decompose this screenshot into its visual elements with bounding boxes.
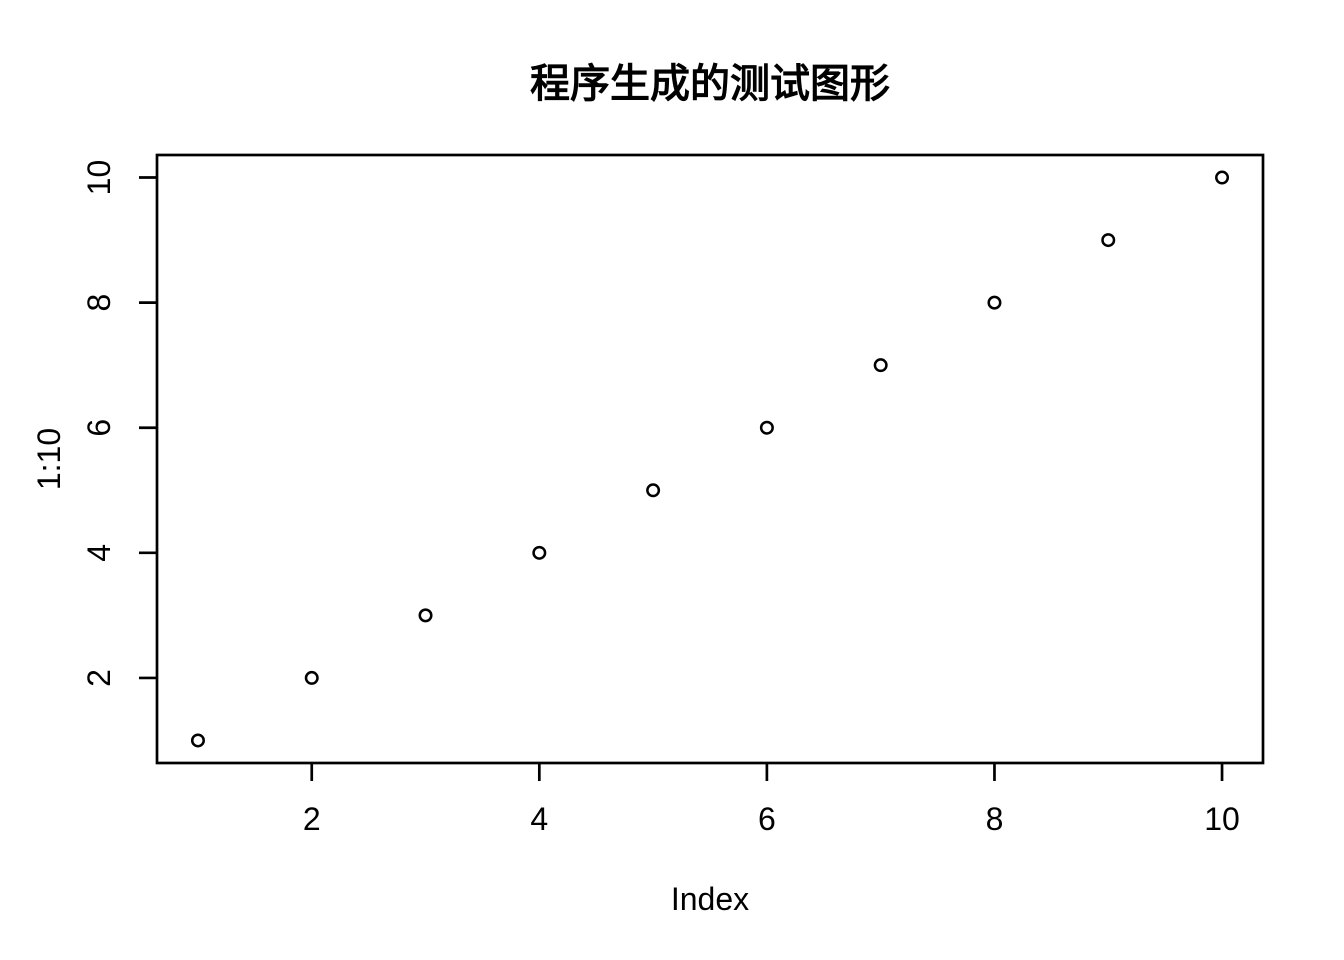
- plot-frame: [155, 153, 1265, 765]
- y-tick-label: 10: [81, 160, 117, 196]
- x-axis-label: Index: [671, 881, 749, 917]
- data-point: [759, 420, 774, 435]
- y-tick-label: 6: [81, 419, 117, 437]
- data-point: [646, 483, 661, 498]
- x-tick-label: 10: [1204, 801, 1240, 837]
- x-tick-label: 8: [986, 801, 1004, 837]
- y-axis-label: 1:10: [31, 428, 67, 490]
- axes-layer: [139, 153, 1265, 781]
- x-tick-label: 4: [530, 801, 548, 837]
- data-point: [304, 670, 319, 685]
- y-tick-label: 4: [81, 544, 117, 562]
- data-point: [190, 733, 205, 748]
- data-point: [1215, 170, 1230, 185]
- y-tick-label: 2: [81, 669, 117, 687]
- x-tick-label: 2: [303, 801, 321, 837]
- data-point: [1101, 233, 1116, 248]
- tick-labels-layer: 2 4 6 8 10 2 4 6 8 10: [81, 160, 1240, 837]
- data-point: [987, 295, 1002, 310]
- x-tick-label: 6: [758, 801, 776, 837]
- points-layer: [190, 170, 1230, 748]
- chart-title: 程序生成的测试图形: [530, 61, 890, 106]
- data-point: [532, 545, 547, 560]
- data-point: [873, 358, 888, 373]
- y-tick-label: 8: [81, 294, 117, 312]
- data-point: [418, 608, 433, 623]
